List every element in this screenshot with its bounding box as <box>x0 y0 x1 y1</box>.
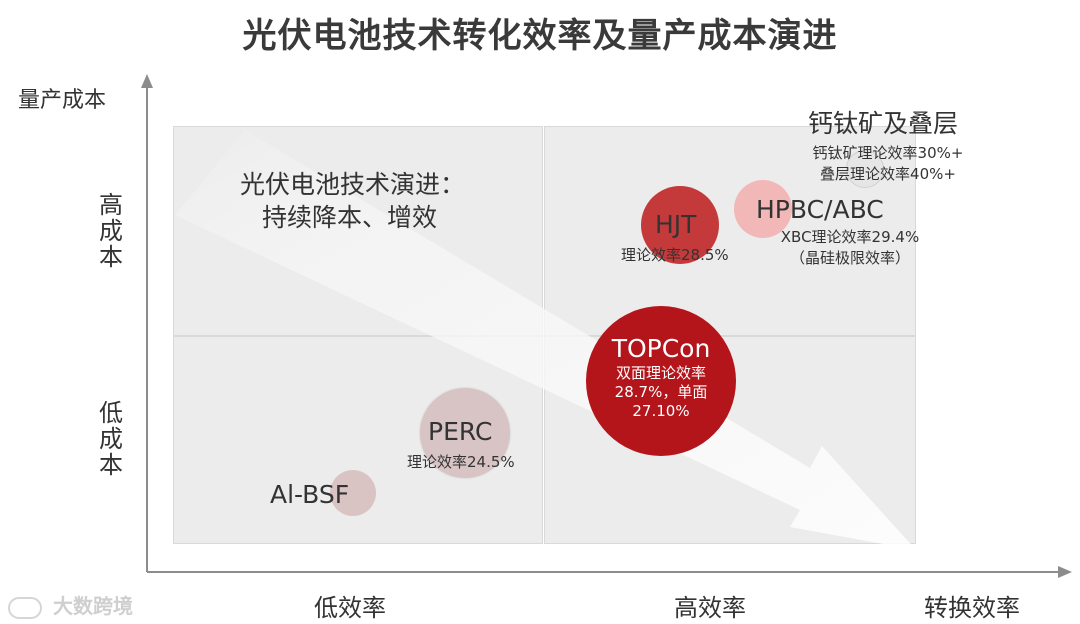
hjt-label: HJT <box>655 210 697 239</box>
topcon-bubble <box>586 306 736 456</box>
hpbc-efficiency-line1: XBC理论效率29.4% <box>780 228 920 246</box>
x-axis-title: 转换效率 <box>924 594 1020 622</box>
hpbc-efficiency-line2: （晶硅极限效率） <box>789 249 910 267</box>
x-axis-arrowhead <box>1058 566 1072 578</box>
x-label-high-efficiency: 高效率 <box>674 594 746 622</box>
evolution-note: 光伏电池技术演进： 持续降本、增效 <box>240 168 465 234</box>
perovskite-label: 钙钛矿及叠层 <box>808 109 959 138</box>
page-title: 光伏电池技术转化效率及量产成本演进 <box>242 16 838 56</box>
y-axis-arrowhead <box>141 74 153 88</box>
y-label-high-cost: 高成本 <box>99 191 123 271</box>
perovskite-efficiency: 钙钛矿理论效率30%+ 叠层理论效率40%+ <box>800 142 976 184</box>
y-axis-title: 量产成本 <box>18 88 107 113</box>
perovskite-efficiency-line2: 叠层理论效率40%+ <box>820 165 956 183</box>
perc-label: PERC <box>428 417 493 446</box>
x-label-low-efficiency: 低效率 <box>314 594 386 622</box>
topcon-efficiency-line3: 27.10% <box>632 402 690 420</box>
hpbc-label: HPBC/ABC <box>756 195 884 224</box>
trend-arrow <box>175 130 916 550</box>
watermark-text: 大数跨境 <box>52 594 133 618</box>
evolution-note-line1: 光伏电池技术演进： <box>240 170 466 199</box>
topcon-text: TOPCon 双面理论效率 28.7%，单面 27.10% <box>586 334 736 421</box>
y-label-low-cost: 低成本 <box>99 399 123 479</box>
hpbc-efficiency: XBC理论效率29.4% （晶硅极限效率） <box>770 226 930 268</box>
perc-bubble <box>420 388 510 478</box>
perovskite-bubble <box>846 150 884 188</box>
hjt-efficiency: 理论效率28.5% <box>621 246 729 264</box>
albsf-label: Al-BSF <box>270 480 350 509</box>
perc-efficiency: 理论效率24.5% <box>407 453 515 471</box>
watermark: 大数跨境 <box>8 590 133 619</box>
hpbc-bubble <box>734 180 792 238</box>
perovskite-efficiency-line1: 钙钛矿理论效率30%+ <box>812 144 964 162</box>
hjt-bubble <box>641 186 719 264</box>
albsf-bubble <box>330 470 376 516</box>
evolution-note-line2: 持续降本、增效 <box>262 203 438 232</box>
watermark-logo-icon <box>8 596 42 619</box>
topcon-label: TOPCon <box>611 334 711 363</box>
topcon-efficiency-line2: 28.7%，单面 <box>614 383 708 401</box>
topcon-efficiency-line1: 双面理论效率 <box>615 364 706 382</box>
